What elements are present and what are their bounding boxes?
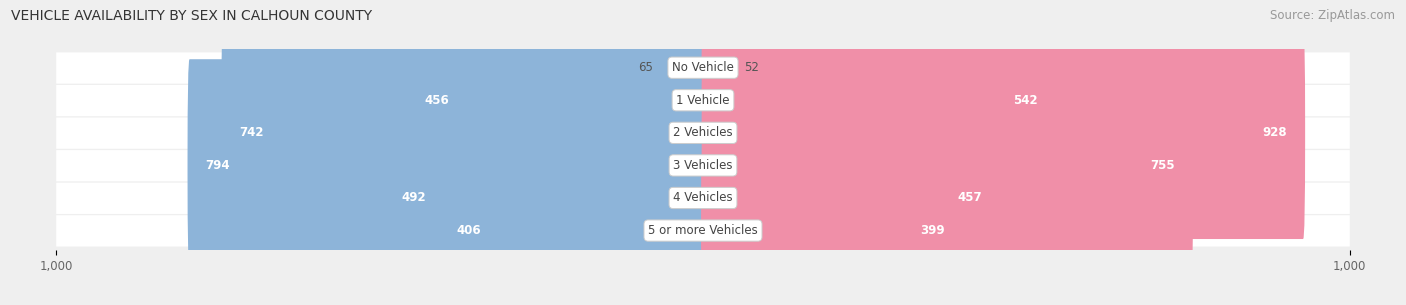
- Text: 794: 794: [205, 159, 231, 172]
- Text: Source: ZipAtlas.com: Source: ZipAtlas.com: [1270, 9, 1395, 22]
- FancyBboxPatch shape: [659, 0, 704, 174]
- Text: VEHICLE AVAILABILITY BY SEX IN CALHOUN COUNTY: VEHICLE AVAILABILITY BY SEX IN CALHOUN C…: [11, 9, 373, 23]
- FancyBboxPatch shape: [221, 27, 704, 239]
- Text: 2 Vehicles: 2 Vehicles: [673, 126, 733, 139]
- FancyBboxPatch shape: [56, 52, 1350, 84]
- FancyBboxPatch shape: [439, 124, 704, 305]
- Text: 399: 399: [921, 224, 945, 237]
- Text: 742: 742: [239, 126, 264, 139]
- Text: 928: 928: [1263, 126, 1286, 139]
- Text: 1 Vehicle: 1 Vehicle: [676, 94, 730, 107]
- Text: 4 Vehicles: 4 Vehicles: [673, 192, 733, 204]
- Text: 5 or more Vehicles: 5 or more Vehicles: [648, 224, 758, 237]
- Text: 755: 755: [1150, 159, 1175, 172]
- Text: 65: 65: [638, 61, 654, 74]
- FancyBboxPatch shape: [702, 0, 738, 174]
- FancyBboxPatch shape: [702, 0, 1056, 206]
- FancyBboxPatch shape: [56, 215, 1350, 246]
- FancyBboxPatch shape: [56, 117, 1350, 149]
- FancyBboxPatch shape: [702, 92, 1001, 304]
- FancyBboxPatch shape: [382, 92, 704, 304]
- FancyBboxPatch shape: [702, 27, 1305, 239]
- FancyBboxPatch shape: [56, 85, 1350, 116]
- FancyBboxPatch shape: [56, 150, 1350, 181]
- FancyBboxPatch shape: [702, 124, 963, 305]
- Text: 3 Vehicles: 3 Vehicles: [673, 159, 733, 172]
- FancyBboxPatch shape: [702, 59, 1194, 271]
- Text: 542: 542: [1012, 94, 1038, 107]
- Text: 52: 52: [744, 61, 759, 74]
- Text: No Vehicle: No Vehicle: [672, 61, 734, 74]
- Text: 456: 456: [425, 94, 449, 107]
- FancyBboxPatch shape: [187, 59, 704, 271]
- Text: 492: 492: [401, 192, 426, 204]
- FancyBboxPatch shape: [406, 0, 704, 206]
- Text: 457: 457: [957, 192, 983, 204]
- FancyBboxPatch shape: [56, 183, 1350, 214]
- Text: 406: 406: [457, 224, 481, 237]
